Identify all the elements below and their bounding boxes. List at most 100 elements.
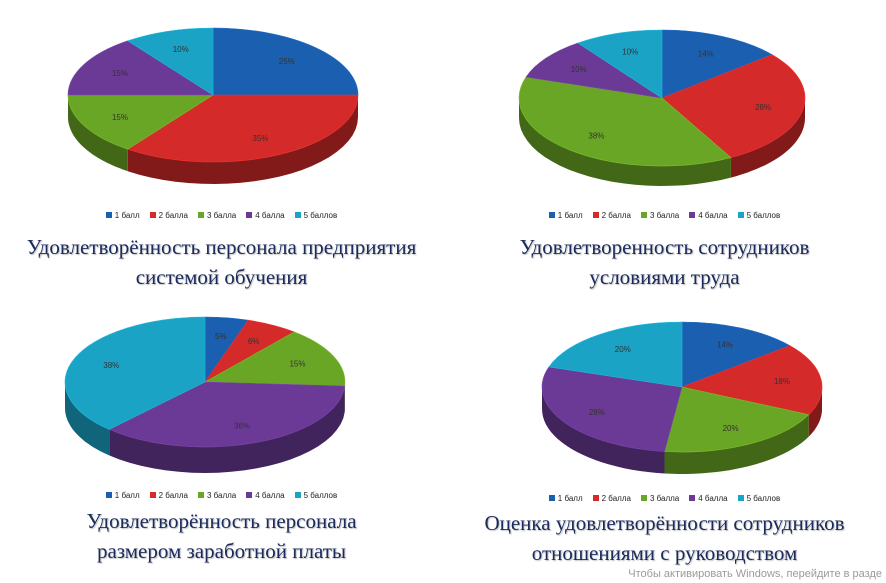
legend-item: 2 балла	[592, 492, 631, 504]
windows-activation-watermark: Чтобы активировать Windows, перейдите в …	[628, 568, 882, 580]
chart-title-line: системой обучения	[135, 265, 308, 289]
slice-data-label: 6%	[248, 337, 260, 346]
legend-swatch	[105, 212, 112, 218]
legend-item: 2 балла	[592, 209, 631, 221]
legend-swatch	[737, 212, 744, 218]
pie-slice	[681, 321, 791, 388]
pie-chart-2: 14% 28% 38% 10% 10%	[518, 29, 806, 186]
legend-label: 1 балл	[114, 490, 140, 500]
slice-data-label: 25%	[279, 57, 295, 66]
pie-slice	[541, 366, 683, 452]
slice-data-label: 14%	[698, 50, 714, 59]
legend-label: 5 баллов	[303, 210, 338, 220]
pie-slice	[203, 331, 346, 387]
pie-chart-1: 25% 35% 15% 15% 10%	[67, 27, 359, 184]
legend-label: 3 балла	[206, 210, 237, 220]
legend-item: 4 балла	[689, 209, 728, 221]
legend-3: 1 балл 2 балла 3 балла 4 балла 5 баллов	[0, 489, 443, 501]
chart-panel-3: 5% 6% 15% 36% 38% 1 балл 2 балла 3 балла 4 б…	[0, 292, 443, 583]
legend-swatch	[640, 495, 647, 501]
chart-title-line: размером заработной платы	[96, 539, 347, 563]
legend-label: 2 балла	[158, 210, 188, 220]
legend-label: 2 балла	[158, 490, 188, 500]
slice-data-label: 28%	[589, 408, 605, 417]
slice-data-label: 15%	[112, 69, 128, 78]
slice-data-label: 38%	[588, 132, 604, 141]
pie-slice	[108, 381, 346, 448]
legend-label: 1 балл	[114, 210, 140, 220]
legend-swatch	[689, 212, 696, 218]
chart-title-2: Удовлетворенность сотрудников условиями …	[443, 232, 886, 292]
pie-slice	[525, 42, 663, 99]
legend-item: 3 балла	[640, 209, 680, 221]
legend-label: 4 балла	[698, 493, 728, 503]
chart-title-line: Оценка удовлетворённости сотрудников	[484, 511, 845, 535]
chart-title-line: Удовлетворённость персонала предприятия	[26, 235, 417, 259]
pie-slice	[127, 94, 359, 163]
pie-slice-side	[808, 387, 822, 437]
legend-item: 4 балла	[689, 492, 728, 504]
legend-swatch	[548, 495, 555, 501]
legend-swatch	[246, 492, 253, 498]
legend-label: 3 балла	[649, 493, 680, 503]
slice-data-label: 38%	[103, 361, 119, 370]
legend-item: 1 балл	[548, 492, 583, 504]
pie-slice-side	[519, 98, 731, 186]
slice-data-label: 20%	[723, 424, 739, 433]
slice-data-label: 15%	[112, 113, 128, 122]
legend-label: 3 балла	[649, 210, 680, 220]
legend-swatch	[294, 212, 301, 218]
pie-slice	[127, 27, 214, 96]
legend-item: 1 балл	[548, 209, 583, 221]
slice-data-label: 28%	[755, 103, 771, 112]
pie-slice-side	[109, 386, 345, 473]
pie-slice	[67, 94, 215, 150]
pie-slice-side	[68, 95, 128, 172]
legend-item: 5 баллов	[294, 209, 338, 221]
legend-label: 4 балла	[255, 490, 285, 500]
chart-title-line: Удовлетворённость персонала	[86, 509, 357, 533]
chart-title-4: Оценка удовлетворённости сотрудников отн…	[443, 508, 886, 568]
slice-data-label: 5%	[215, 332, 227, 341]
slice-data-label: 14%	[717, 341, 733, 350]
legend-swatch	[149, 492, 156, 498]
legend-2: 1 балл 2 балла 3 балла 4 балла 5 баллов	[443, 209, 886, 221]
legend-label: 5 баллов	[303, 490, 338, 500]
legend-item: 1 балл	[105, 209, 140, 221]
legend-item: 5 баллов	[737, 492, 780, 504]
legend-swatch	[640, 212, 647, 218]
chart-title-1: Удовлетворённость персонала предприятия …	[0, 232, 443, 292]
legend-swatch	[246, 212, 253, 218]
legend-swatch	[197, 492, 204, 498]
slice-data-label: 10%	[173, 45, 189, 54]
legend-label: 3 балла	[206, 490, 237, 500]
chart-panel-4: 14% 18% 20% 28% 20% 1 балл 2 балла 3 балла 4…	[443, 292, 886, 583]
legend-label: 5 баллов	[746, 210, 781, 220]
pie-slice	[577, 29, 663, 99]
pie-slice	[518, 76, 732, 167]
pie-slice-side	[542, 387, 665, 474]
pie-slice-side	[664, 414, 809, 474]
pie-chart-3: 5% 6% 15% 36% 38%	[64, 316, 346, 473]
legend-item: 4 балла	[246, 209, 285, 221]
pie-slice-side	[65, 382, 110, 456]
legend-item: 3 балла	[197, 209, 237, 221]
slice-data-label: 15%	[289, 359, 305, 368]
chart-panel-1: 25% 35% 15% 15% 10% 1 балл 2 балла 3 балла 4…	[0, 0, 443, 291]
chart-title-line: условиями труда	[589, 265, 740, 289]
legend-swatch	[149, 212, 156, 218]
legend-label: 2 балла	[601, 210, 631, 220]
chart-title-3: Удовлетворённость персонала размером зар…	[0, 506, 443, 566]
legend-swatch	[548, 212, 555, 218]
legend-item: 5 баллов	[294, 489, 338, 501]
legend-swatch	[592, 495, 599, 501]
pie-slice	[661, 54, 806, 158]
slice-data-label: 10%	[622, 47, 638, 56]
pie-slice	[212, 27, 359, 96]
legend-label: 1 балл	[557, 493, 583, 503]
pie-slice-side	[127, 95, 358, 184]
legend-item: 5 баллов	[737, 209, 781, 221]
legend-item: 4 балла	[246, 489, 285, 501]
legend-label: 2 балла	[601, 493, 631, 503]
legend-item: 1 балл	[105, 489, 140, 501]
